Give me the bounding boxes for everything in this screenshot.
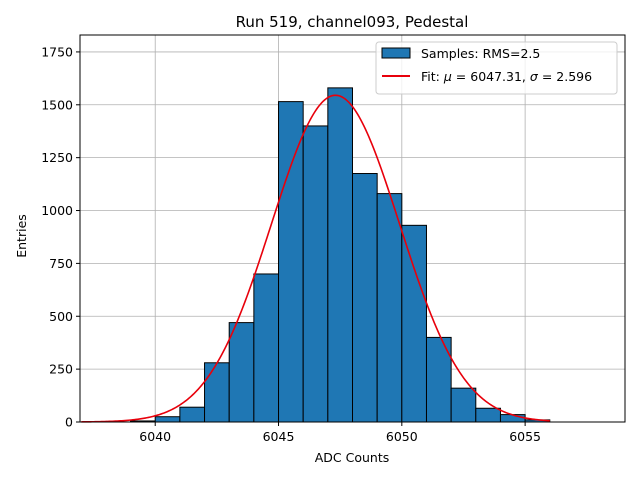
legend-fit-sigma-value: = 2.596 [542,69,592,84]
x-axis-ticks: 6040 6045 6050 6055 [139,422,541,444]
fit-curve [81,94,550,423]
y-tick-label: 0 [65,415,73,430]
x-axis-label: ADC Counts [315,450,390,465]
legend-fit-mu-symbol: μ [443,69,452,84]
chart-title: Run 519, channel093, Pedestal [236,13,469,31]
x-tick-label: 6040 [139,429,171,444]
legend: Samples: RMS=2.5 Fit: μ = 6047.31, σ = 2… [375,41,618,95]
histogram-bar [154,416,181,423]
histogram-bar [376,193,403,423]
x-tick-label: 6050 [386,429,418,444]
x-tick-label: 6055 [509,429,541,444]
histogram-bar [228,322,255,423]
legend-histogram-label: Samples: RMS=2.5 [421,46,540,61]
histogram-bar [253,273,280,423]
y-tick-label: 1500 [41,97,73,112]
plot-area-frame [79,34,626,423]
legend-box [375,41,618,95]
y-axis-label: Entries [14,214,29,258]
y-tick-label: 250 [49,362,73,377]
y-tick-label: 1250 [41,150,73,165]
histogram-bar [327,87,353,423]
legend-fit-prefix: Fit: [421,69,440,84]
histogram-bar [278,101,304,423]
legend-fit-mu-value: = 6047.31, [456,69,526,84]
histogram-bar [450,387,477,423]
histogram-bar [204,362,230,423]
histogram-bar [352,173,378,423]
y-tick-label: 1000 [41,203,73,218]
y-tick-label: 500 [49,309,73,324]
y-tick-label: 1750 [41,44,73,59]
histogram-bar [302,125,329,423]
legend-fit-sigma-symbol: σ [530,69,539,84]
legend-histogram-swatch [381,47,411,59]
fit-curve-layer [81,94,550,423]
histogram-bars [130,87,551,423]
y-axis-ticks: 0 250 500 750 1000 1250 1500 1750 [41,44,80,430]
legend-fit-label: Fit: μ = 6047.31, σ = 2.596 [421,69,592,84]
histogram-bar [475,407,501,423]
x-tick-label: 6045 [263,429,295,444]
histogram-bar [401,224,427,423]
histogram-bar [179,406,206,423]
y-tick-label: 750 [49,256,73,271]
